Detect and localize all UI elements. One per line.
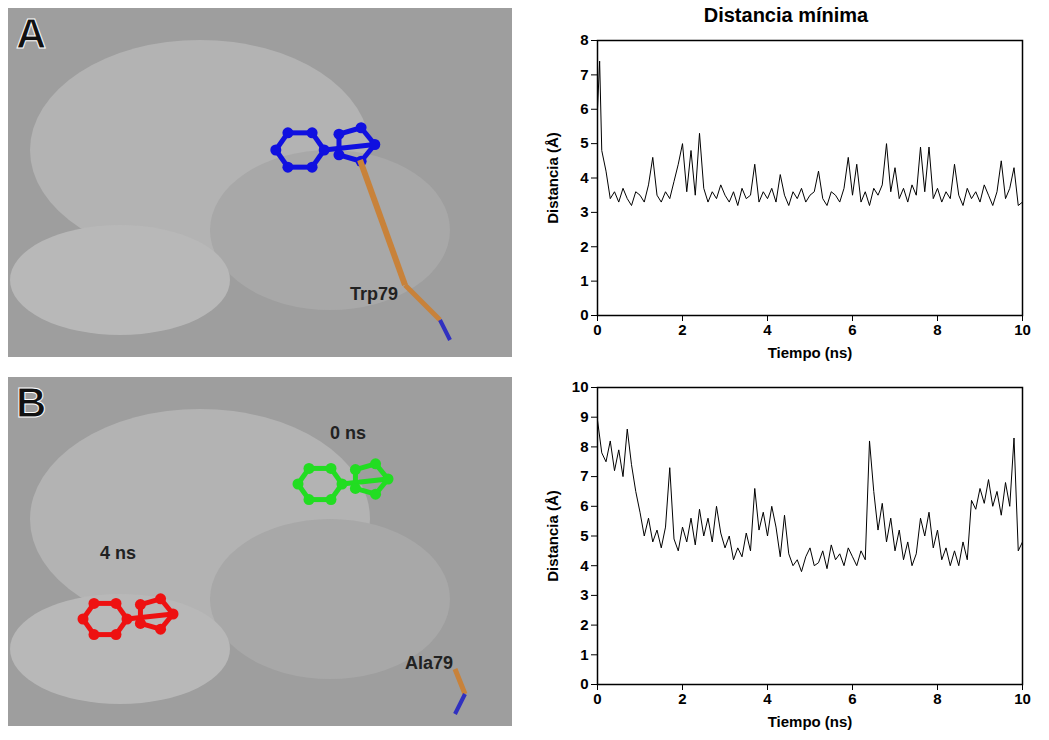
svg-text:5: 5 [580, 527, 588, 544]
svg-text:7: 7 [580, 467, 588, 484]
svg-text:4: 4 [763, 690, 772, 707]
svg-text:2: 2 [580, 616, 588, 633]
svg-text:1: 1 [580, 646, 588, 663]
html-text:Distancia mínima: Distancia mínima [703, 4, 869, 26]
svg-text:4: 4 [580, 169, 589, 186]
svg-text:4: 4 [580, 557, 589, 574]
svg-text:6: 6 [580, 100, 588, 117]
svg-text:5: 5 [580, 134, 588, 151]
svg-text:Tiempo (ns): Tiempo (ns) [767, 713, 852, 730]
svg-text:0: 0 [593, 690, 601, 707]
svg-text:4 ns: 4 ns [100, 543, 136, 563]
svg-text:3: 3 [580, 203, 588, 220]
svg-text:B: B [16, 379, 46, 426]
svg-text:8: 8 [580, 31, 588, 48]
svg-text:0: 0 [580, 675, 588, 692]
svg-text:0 ns: 0 ns [330, 423, 366, 443]
svg-text:7: 7 [580, 66, 588, 83]
svg-text:10: 10 [1014, 690, 1031, 707]
svg-text:Tiempo (ns): Tiempo (ns) [767, 344, 852, 361]
svg-text:2: 2 [580, 238, 588, 255]
svg-text:A: A [16, 10, 46, 57]
svg-text:4: 4 [763, 321, 772, 338]
svg-text:8: 8 [580, 438, 588, 455]
svg-text:10: 10 [571, 378, 588, 395]
svg-text:2: 2 [678, 690, 686, 707]
svg-text:10: 10 [1014, 321, 1031, 338]
svg-text:Trp79: Trp79 [350, 284, 398, 304]
svg-text:0: 0 [593, 321, 601, 338]
svg-text:6: 6 [580, 497, 588, 514]
svg-text:6: 6 [848, 690, 856, 707]
svg-text:Distancia (Å): Distancia (Å) [544, 490, 561, 582]
svg-text:Ala79: Ala79 [405, 653, 453, 673]
svg-text:9: 9 [580, 408, 588, 425]
svg-text:3: 3 [580, 586, 588, 603]
svg-text:1: 1 [580, 272, 588, 289]
svg-text:6: 6 [848, 321, 856, 338]
svg-text:0: 0 [580, 306, 588, 323]
svg-text:8: 8 [933, 321, 941, 338]
svg-text:Distancia (Å): Distancia (Å) [544, 132, 561, 224]
svg-text:8: 8 [933, 690, 941, 707]
svg-text:2: 2 [678, 321, 686, 338]
